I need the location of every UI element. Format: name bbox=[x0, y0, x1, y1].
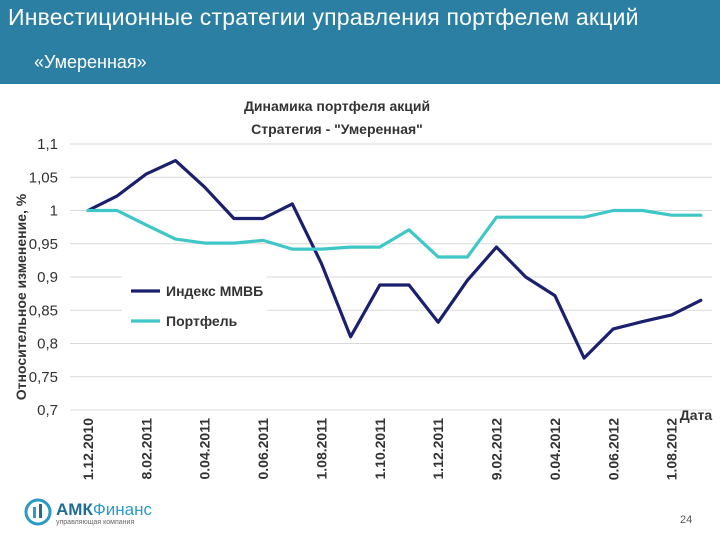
logo-name: АМКФинанс bbox=[56, 500, 152, 520]
x-tick-label: 1.12.2011 bbox=[430, 418, 446, 480]
x-tick-label: 1.08.2012 bbox=[664, 418, 680, 480]
series-line-index bbox=[86, 158, 703, 360]
slide-header: Инвестиционные стратегии управления порт… bbox=[0, 0, 720, 84]
y-axis-label: Относительное изменение, % bbox=[13, 193, 29, 400]
chart-subtitle: Стратегия - "Умеренная" bbox=[251, 121, 423, 137]
x-tick-label: 1.12.2010 bbox=[80, 418, 96, 480]
y-tick-label: 1 bbox=[50, 203, 58, 220]
y-tick-label: 0,75 bbox=[29, 369, 58, 386]
x-tick-label: 1.08.2011 bbox=[313, 418, 329, 480]
x-tick-label: 1.10.2011 bbox=[372, 418, 388, 480]
x-tick-label: 9.02.2012 bbox=[489, 418, 505, 480]
page-number: 24 bbox=[680, 514, 693, 526]
chart-title: Динамика портфеля акций bbox=[244, 98, 430, 114]
y-tick-label: 0,9 bbox=[37, 269, 58, 286]
y-tick-label: 1,05 bbox=[29, 169, 58, 186]
portfolio-line-chart: 1,1 1,05 1 0,95 0,9 0,85 0,8 0,75 0,7 Динамика по… bbox=[13, 98, 713, 480]
y-tick-label: 0,7 bbox=[37, 402, 58, 419]
x-axis-label: Дата bbox=[680, 407, 713, 423]
legend-label: Индекс ММВБ bbox=[166, 283, 263, 299]
y-tick-label: 0,95 bbox=[29, 236, 58, 253]
logo-name-light: Финанс bbox=[92, 500, 152, 519]
x-tick-label: 0.06.2011 bbox=[255, 418, 271, 480]
y-tick-label: 0,85 bbox=[29, 302, 58, 319]
x-tick-label: 0.06.2012 bbox=[605, 418, 621, 480]
slide-title: Инвестиционные стратегии управления порт… bbox=[8, 4, 639, 30]
company-logo: АМКФинанс управляющая компания bbox=[24, 498, 194, 534]
x-tick-label: 0.04.2012 bbox=[547, 418, 563, 480]
y-tick-label: 0,8 bbox=[37, 336, 58, 353]
x-tick-label: 8.02.2011 bbox=[138, 418, 154, 480]
logo-mark-icon bbox=[24, 498, 52, 526]
logo-tagline: управляющая компания bbox=[56, 519, 135, 526]
legend-label: Портфель bbox=[166, 313, 238, 329]
x-tick-label: 0.04.2011 bbox=[197, 418, 213, 480]
series-line-portfolio bbox=[86, 208, 703, 259]
y-tick-label: 1,1 bbox=[37, 136, 58, 153]
logo-name-bold: АМК bbox=[56, 500, 93, 519]
slide-subtitle: «Умеренная» bbox=[34, 52, 147, 72]
